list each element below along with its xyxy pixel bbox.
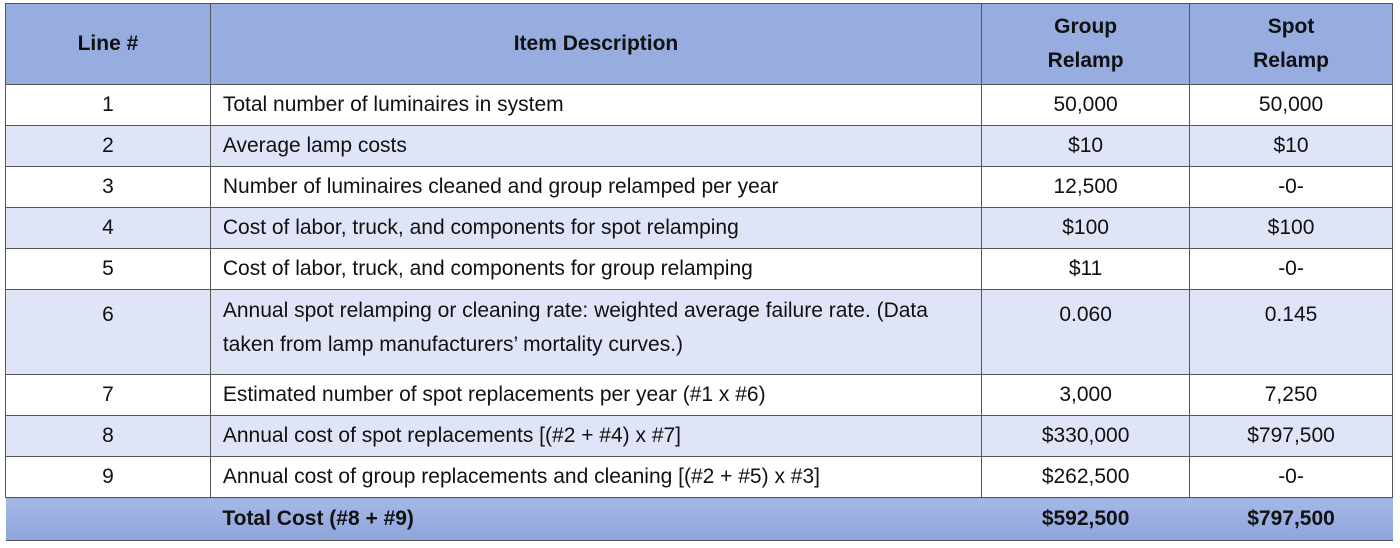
total-cell: $592,500 bbox=[981, 497, 1190, 541]
table-cell: 50,000 bbox=[1189, 84, 1393, 126]
table-cell: 2 bbox=[5, 125, 211, 167]
table-cell: $100 bbox=[1189, 207, 1393, 249]
table-header: Line # Item Description Group Relamp Spo… bbox=[5, 3, 1393, 85]
table-cell: Annual spot relamping or cleaning rate: … bbox=[209, 289, 983, 375]
table-cell: Average lamp costs bbox=[209, 125, 983, 167]
total-cell: $797,500 bbox=[1189, 497, 1393, 541]
table-cell: 9 bbox=[5, 456, 211, 498]
table-row: 8 Annual cost of spot replacements [(#2 +… bbox=[5, 415, 1393, 457]
table-cell: 5 bbox=[5, 248, 211, 290]
table-row: 9 Annual cost of group replacements and c… bbox=[5, 456, 1393, 498]
table-row: 2 Average lamp costs $10 $10 bbox=[5, 125, 1393, 167]
table-cell: 4 bbox=[5, 207, 211, 249]
relamp-table: Line # Item Description Group Relamp Spo… bbox=[5, 3, 1393, 541]
table-cell: Annual cost of spot replacements [(#2 + … bbox=[209, 415, 983, 457]
table-cell: -0- bbox=[1189, 166, 1393, 208]
table-cell: 12,500 bbox=[981, 166, 1191, 208]
table-row: 6 Annual spot relamping or cleaning rate:… bbox=[5, 289, 1393, 375]
table-cell: Cost of labor, truck, and components for… bbox=[209, 207, 983, 249]
table-cell: 1 bbox=[5, 84, 211, 126]
table-cell: Total number of luminaires in system bbox=[209, 84, 983, 126]
table-cell: Annual cost of group replacements and cl… bbox=[209, 456, 983, 498]
table-cell: 3 bbox=[5, 166, 211, 208]
table-cell: $10 bbox=[1189, 125, 1393, 167]
table-cell: 7 bbox=[5, 374, 211, 416]
table-cell: 0.145 bbox=[1189, 289, 1393, 375]
header-row: Line # Item Description Group Relamp Spo… bbox=[5, 3, 1393, 85]
table-cell: 8 bbox=[5, 415, 211, 457]
total-row: Total Cost (#8 + #9) $592,500 $797,500 bbox=[5, 497, 1393, 541]
table-cell: $100 bbox=[981, 207, 1191, 249]
table-cell: -0- bbox=[1189, 456, 1393, 498]
table-cell: $330,000 bbox=[981, 415, 1191, 457]
header-cell: Line # bbox=[5, 3, 211, 85]
table-row: 3 Number of luminaires cleaned and group … bbox=[5, 166, 1393, 208]
table-cell: $797,500 bbox=[1189, 415, 1393, 457]
table-cell: $10 bbox=[981, 125, 1191, 167]
header-text: Spot Relamp bbox=[1253, 15, 1329, 72]
table-cell: Number of luminaires cleaned and group r… bbox=[209, 166, 983, 208]
header-text: Group Relamp bbox=[1047, 15, 1124, 72]
table-cell: 7,250 bbox=[1189, 374, 1393, 416]
header-cell: Spot Relamp bbox=[1189, 3, 1393, 85]
table-cell: 50,000 bbox=[981, 84, 1191, 126]
table-cell: Estimated number of spot replacements pe… bbox=[209, 374, 983, 416]
header-cell: Item Description bbox=[209, 3, 983, 85]
table-row: 1 Total number of luminaires in system 50,… bbox=[5, 84, 1393, 126]
table-row: 4 Cost of labor, truck, and components fo… bbox=[5, 207, 1393, 249]
table-cell: $11 bbox=[981, 248, 1191, 290]
table-cell: -0- bbox=[1189, 248, 1393, 290]
table-cell: Cost of labor, truck, and components for… bbox=[209, 248, 983, 290]
table-cell bbox=[5, 497, 211, 541]
table-cell: 6 bbox=[5, 289, 211, 375]
table-row: 7 Estimated number of spot replacements p… bbox=[5, 374, 1393, 416]
table-cell: 3,000 bbox=[981, 374, 1191, 416]
table-body: 1 Total number of luminaires in system 50,… bbox=[5, 84, 1393, 541]
table-row: 5 Cost of labor, truck, and components fo… bbox=[5, 248, 1393, 290]
table-cell: $262,500 bbox=[981, 456, 1191, 498]
total-label: Total Cost (#8 + #9) bbox=[210, 497, 982, 541]
table-cell: 0.060 bbox=[981, 289, 1191, 375]
header-cell: Group Relamp bbox=[981, 3, 1191, 85]
